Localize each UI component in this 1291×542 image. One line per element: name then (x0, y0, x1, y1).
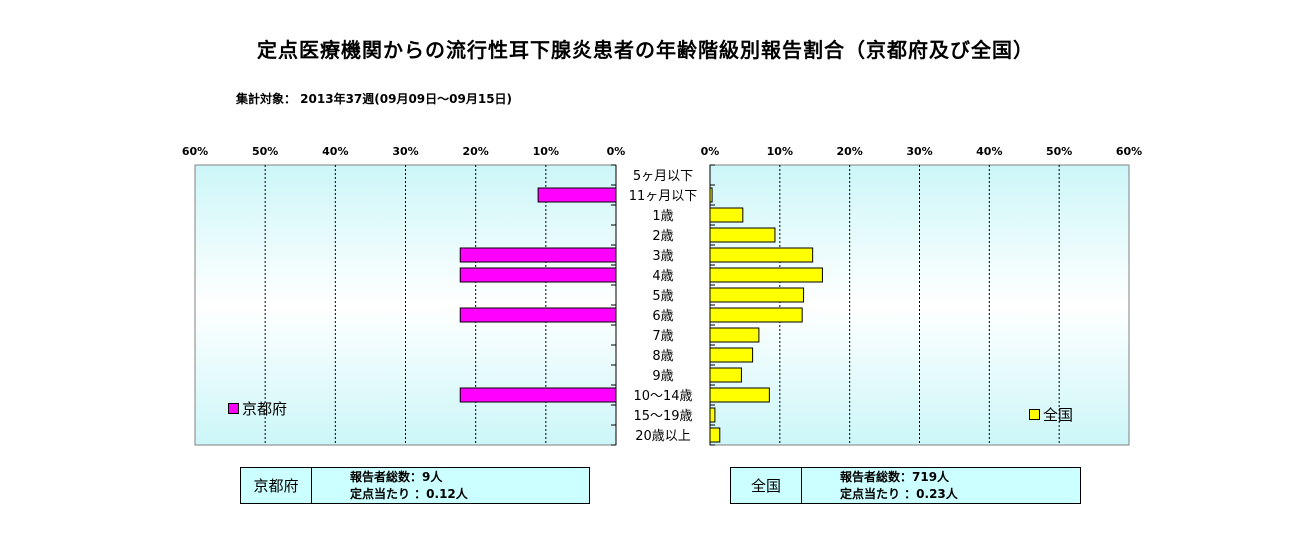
category-label: 5歳 (652, 289, 673, 304)
bar-kyoto (537, 187, 617, 203)
bar-kyoto (459, 247, 617, 263)
bar-kyoto (459, 387, 617, 403)
bar-national (709, 367, 742, 383)
category-label: 6歳 (652, 309, 673, 324)
category-label: 5ヶ月以下 (633, 169, 693, 184)
category-label: 9歳 (652, 369, 673, 384)
bar-national (709, 427, 721, 443)
tick-label-left: 60% (182, 145, 208, 158)
tick-label-right: 0% (701, 145, 720, 158)
tick-label-right: 30% (906, 145, 932, 158)
summary-kyoto-name: 京都府 (241, 468, 312, 503)
summary-kyoto-box: 京都府 報告者総数：9人 定点当たり ：0.12人 (240, 467, 590, 504)
tick-label-left: 0% (607, 145, 626, 158)
category-label: 8歳 (652, 349, 673, 364)
tick-label-right: 40% (976, 145, 1002, 158)
tick-label-left: 30% (392, 145, 418, 158)
bar-kyoto (459, 267, 617, 283)
tick-label-left: 10% (533, 145, 559, 158)
bar-national (709, 347, 754, 363)
summary-national-per-site: 定点当たり ：0.23人 (840, 486, 958, 501)
tick-label-left: 50% (252, 145, 278, 158)
bar-national (709, 227, 776, 243)
summary-national-name: 全国 (731, 468, 802, 503)
bar-national (709, 387, 770, 403)
summary-kyoto-per-site: 定点当たり ：0.12人 (350, 486, 468, 501)
summary-national-total: 報告者総数：719人 (840, 469, 950, 484)
bar-national (709, 187, 713, 203)
bar-national (709, 327, 760, 343)
bar-national (709, 287, 805, 303)
summary-national-box: 全国 報告者総数：719人 定点当たり ：0.23人 (730, 467, 1081, 504)
category-label: 11ヶ月以下 (629, 189, 698, 204)
bar-kyoto (459, 307, 617, 323)
tick-label-right: 50% (1046, 145, 1072, 158)
summary-national-stats: 報告者総数：719人 定点当たり ：0.23人 (802, 468, 958, 503)
tick-label-left: 40% (322, 145, 348, 158)
bar-national (709, 247, 814, 263)
tick-label-right: 60% (1116, 145, 1142, 158)
category-label: 3歳 (652, 249, 673, 264)
legend-national: 全国 (1029, 404, 1073, 425)
bar-national (709, 407, 716, 423)
category-label: 20歳以上 (635, 429, 691, 444)
category-label: 7歳 (652, 329, 673, 344)
legend-kyoto: 京都府 (228, 398, 287, 419)
bar-national (709, 207, 744, 223)
category-label: 10～14歳 (633, 389, 692, 404)
legend-kyoto-label: 京都府 (242, 400, 288, 418)
tick-label-right: 10% (767, 145, 793, 158)
bar-national (709, 307, 803, 323)
bar-national (709, 267, 823, 283)
category-label: 1歳 (652, 209, 673, 224)
legend-national-label: 全国 (1043, 406, 1074, 424)
summary-kyoto-stats: 報告者総数：9人 定点当たり ：0.12人 (312, 468, 468, 503)
chart-subtitle: 集計対象： 2013年37週(09月09日～09月15日) (236, 92, 513, 106)
category-label: 2歳 (652, 229, 673, 244)
legend-kyoto-swatch (228, 403, 239, 414)
tick-label-left: 20% (462, 145, 488, 158)
category-label: 15～19歳 (633, 409, 692, 424)
chart-title: 定点医療機関からの流行性耳下腺炎患者の年齢階級別報告割合（京都府及び全国） (257, 38, 1034, 62)
legend-national-swatch (1029, 409, 1040, 420)
tick-label-right: 20% (836, 145, 862, 158)
category-label: 4歳 (652, 269, 673, 284)
summary-kyoto-total: 報告者総数：9人 (350, 469, 443, 484)
